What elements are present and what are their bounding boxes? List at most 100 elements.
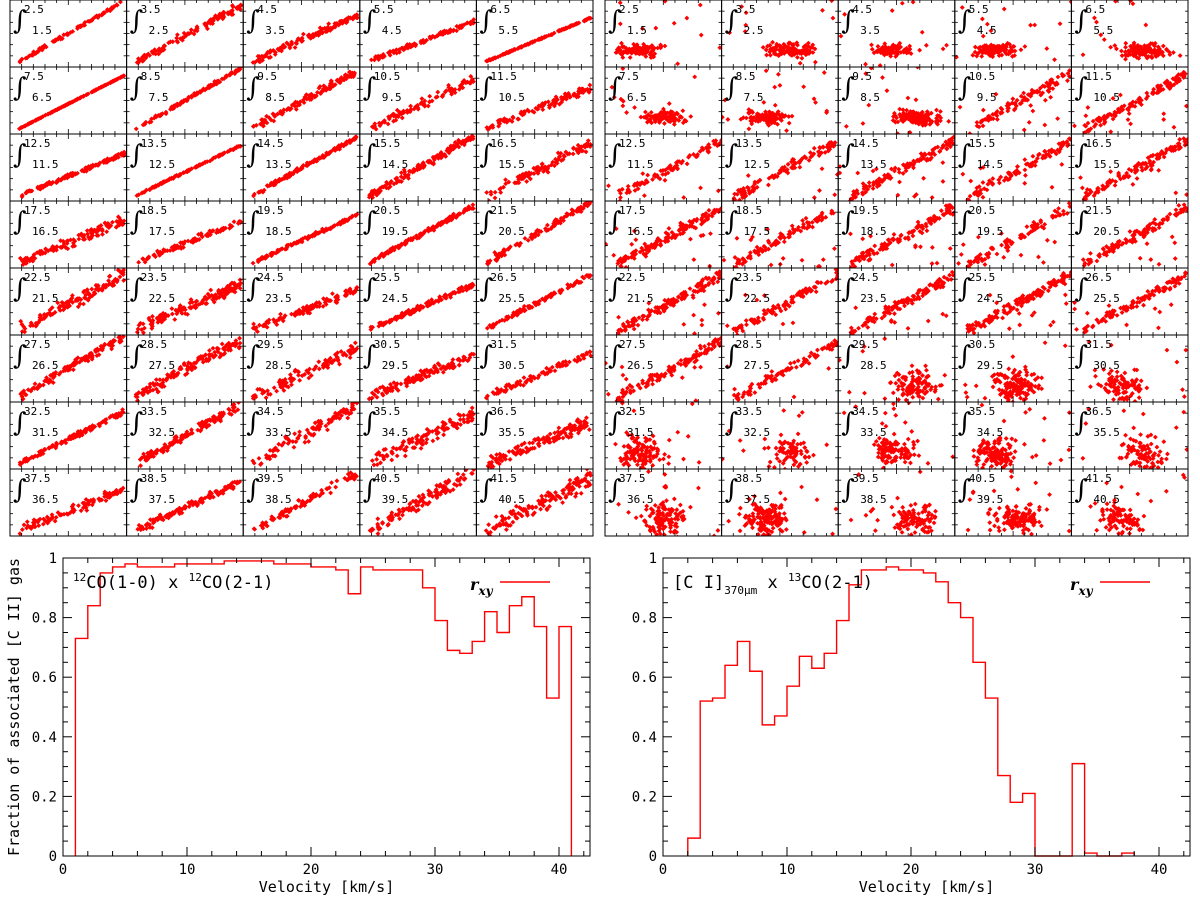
scatter-point	[264, 395, 269, 400]
panel-upper-limit: 29.5	[257, 338, 284, 351]
scatter-point	[278, 312, 283, 317]
panel-lower-limit: 30.5	[498, 359, 525, 372]
scatter-point	[238, 277, 243, 282]
scatter-point	[77, 237, 82, 242]
panel-upper-limit: 8.5	[141, 70, 161, 83]
left-grid-panel: ∫7.56.5	[10, 67, 127, 134]
panel-upper-limit: 11.5	[490, 70, 517, 83]
panel-lower-limit: 31.5	[32, 426, 59, 439]
scatter-point	[136, 260, 141, 265]
scatter-point	[435, 90, 440, 95]
panel-upper-limit: 21.5	[490, 204, 517, 217]
scatter-grid-left: ∫2.51.5∫3.52.5∫4.53.5∫5.54.5∫6.55.5∫7.56…	[10, 0, 593, 540]
scatter-point	[498, 190, 503, 195]
scatter-point	[172, 317, 177, 322]
scatter-point	[297, 430, 302, 435]
panel-lower-limit: 28.5	[265, 359, 292, 372]
panel-upper-limit: 22.5	[24, 271, 51, 284]
left-grid-panel: ∫31.530.5	[476, 335, 593, 402]
panel-upper-limit: 4.5	[257, 3, 277, 16]
left-grid-panel: ∫21.520.5	[476, 199, 593, 268]
scatter-point	[189, 427, 194, 432]
panel-upper-limit: 12.5	[24, 137, 51, 150]
scatter-point	[292, 431, 297, 436]
scatter-point	[104, 229, 109, 234]
scatter-point	[118, 0, 123, 4]
panel-lower-limit: 9.5	[382, 91, 402, 104]
left-grid-panel: ∫19.518.5	[243, 201, 360, 268]
panel-lower-limit: 14.5	[382, 158, 409, 171]
panel-lower-limit: 1.5	[32, 24, 52, 37]
left-grid-panel: ∫34.533.5	[243, 400, 360, 469]
panel-upper-limit: 6.5	[490, 3, 510, 16]
left-grid-panel: ∫33.532.5	[127, 400, 244, 469]
panel-lower-limit: 18.5	[265, 225, 292, 238]
panel-lower-limit: 23.5	[265, 292, 292, 305]
scatter-point	[330, 291, 335, 296]
scatter-point	[170, 312, 175, 317]
panel-upper-limit: 24.5	[257, 271, 284, 284]
panel-lower-limit: 22.5	[149, 292, 176, 305]
panel-upper-limit: 13.5	[141, 137, 168, 150]
scatter-points	[251, 12, 360, 65]
panel-upper-limit: 33.5	[141, 405, 168, 418]
panel-lower-limit: 4.5	[382, 24, 402, 37]
panel-lower-limit: 8.5	[265, 91, 285, 104]
panel-lower-limit: 13.5	[265, 158, 292, 171]
left-grid-panel: ∫9.58.5	[243, 67, 360, 134]
panel-upper-limit: 20.5	[374, 204, 401, 217]
left-grid-panel: ∫4.53.5	[243, 0, 360, 67]
scatter-point	[274, 389, 279, 394]
panel-upper-limit: 17.5	[24, 204, 51, 217]
scatter-point	[107, 274, 112, 279]
scatter-point	[297, 378, 302, 383]
left-grid-panel: ∫13.512.5	[127, 134, 244, 201]
scatter-point	[493, 190, 498, 195]
panel-lower-limit: 21.5	[32, 292, 59, 305]
scatter-point	[100, 232, 105, 237]
scatter-point	[121, 278, 126, 283]
left-grid-panel: ∫8.57.5	[127, 65, 244, 134]
scatter-points	[484, 349, 593, 400]
panel-lower-limit: 10.5	[498, 91, 525, 104]
scatter-point	[516, 117, 521, 122]
panel-upper-limit: 15.5	[374, 137, 401, 150]
scatter-point	[154, 377, 159, 382]
scatter-point	[522, 375, 527, 380]
scatter-point	[71, 367, 76, 372]
scatter-point	[587, 83, 592, 88]
panel-upper-limit: 26.5	[490, 271, 517, 284]
left-grid-panel: ∫18.517.5	[127, 201, 244, 268]
panel-upper-limit: 18.5	[141, 204, 168, 217]
scatter-point	[571, 151, 576, 156]
scatter-point	[134, 127, 139, 132]
scatter-point	[251, 322, 256, 327]
scatter-point	[553, 368, 558, 373]
panel-upper-limit: 30.5	[374, 338, 401, 351]
scatter-point	[232, 219, 237, 224]
scatter-point	[208, 288, 213, 293]
scatter-point	[355, 401, 360, 406]
scatter-point	[251, 261, 256, 266]
left-grid-panel: ∫27.526.5	[10, 334, 127, 402]
panel-upper-limit: 32.5	[24, 405, 51, 418]
panel-upper-limit: 7.5	[24, 70, 44, 83]
left-grid-panel: ∫28.527.5	[127, 335, 244, 403]
panel-upper-limit: 28.5	[141, 338, 168, 351]
panel-lower-limit: 26.5	[32, 359, 59, 372]
scatter-point	[306, 439, 311, 444]
scatter-points	[18, 214, 127, 267]
panel-upper-limit: 10.5	[374, 70, 401, 83]
panel-upper-limit: 5.5	[374, 3, 394, 16]
left-grid-panel: ∫32.531.5	[10, 402, 127, 469]
scatter-points	[484, 16, 593, 64]
scatter-points	[368, 282, 475, 332]
panel-lower-limit: 12.5	[149, 158, 176, 171]
left-grid-panel: ∫10.59.5	[360, 67, 477, 134]
scatter-point	[540, 161, 545, 166]
scatter-point	[237, 336, 242, 341]
scatter-point	[427, 94, 432, 99]
panel-upper-limit: 2.5	[24, 3, 44, 16]
scatter-point	[272, 385, 277, 390]
